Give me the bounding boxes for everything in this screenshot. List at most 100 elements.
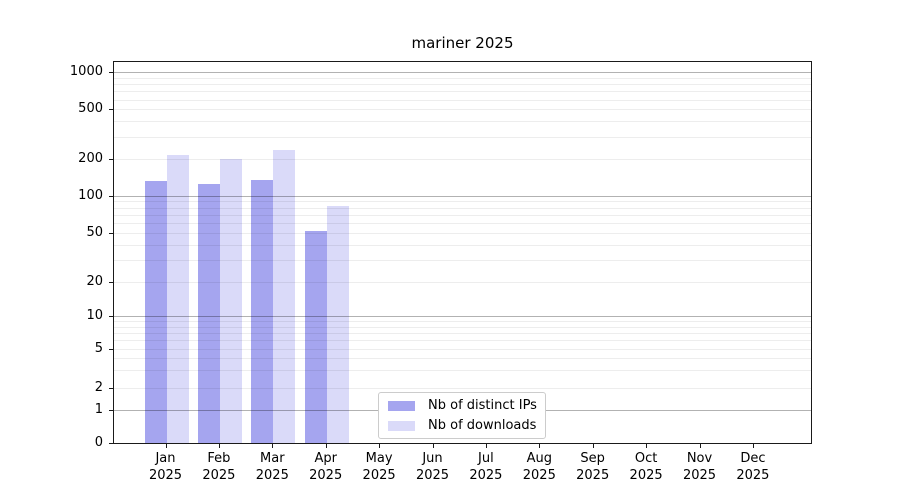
x-tick-mark — [646, 444, 648, 448]
x-tick-month: Nov — [686, 451, 713, 466]
y-tick-label: 500 — [78, 101, 103, 117]
y-tick-mark — [109, 409, 113, 411]
legend-entry-distinct-ips: Nb of distinct IPs — [379, 397, 545, 414]
bar-downloads-jan — [166, 155, 189, 443]
minor-gridline — [114, 387, 811, 389]
x-tick-label-dec: Dec 2025 — [721, 450, 785, 484]
x-tick-month: Oct — [634, 451, 658, 466]
bar-distinct-ips-apr — [304, 230, 327, 443]
y-tick-mark — [109, 387, 113, 389]
minor-gridline — [114, 232, 811, 234]
x-tick-mark — [432, 444, 434, 448]
x-tick-label-mar: Mar 2025 — [240, 450, 304, 484]
legend: Nb of distinct IPs Nb of downloads — [378, 392, 546, 439]
minor-gridline — [114, 326, 811, 328]
x-tick-label-jan: Jan 2025 — [134, 450, 198, 484]
y-tick-mark — [109, 195, 113, 197]
minor-gridline — [114, 109, 811, 111]
minor-gridline — [114, 332, 811, 334]
y-tick-label: 1000 — [69, 64, 103, 80]
minor-gridline — [114, 282, 811, 283]
x-tick-year: 2025 — [255, 468, 289, 483]
x-tick-year: 2025 — [522, 468, 556, 483]
minor-gridline — [114, 99, 811, 101]
x-tick-year: 2025 — [202, 468, 236, 483]
legend-swatch-icon — [388, 400, 415, 411]
bar-downloads-apr — [326, 205, 349, 443]
minor-gridline — [114, 91, 811, 93]
y-tick-label: 50 — [86, 224, 103, 240]
minor-gridline — [114, 222, 811, 224]
bar-downloads-mar — [273, 150, 296, 443]
legend-entry-downloads: Nb of downloads — [379, 417, 545, 434]
x-tick-mark — [592, 444, 594, 448]
bar-distinct-ips-jan — [144, 180, 167, 443]
x-tick-label-feb: Feb 2025 — [187, 450, 251, 484]
y-tick-label: 20 — [86, 274, 103, 289]
x-tick-label-jul: Jul 2025 — [454, 450, 518, 484]
x-tick-label-may: May 2025 — [347, 450, 411, 484]
y-tick-mark — [109, 72, 113, 74]
x-tick-year: 2025 — [682, 468, 717, 483]
x-tick-year: 2025 — [148, 468, 183, 483]
minor-gridline — [114, 121, 811, 123]
bar-distinct-ips-mar — [251, 180, 274, 443]
minor-gridline — [114, 84, 811, 86]
x-tick-month: Dec — [740, 451, 766, 466]
major-gridline — [114, 72, 811, 74]
y-tick-mark — [109, 316, 113, 317]
plot-area — [113, 61, 812, 444]
y-tick-label: 5 — [94, 341, 103, 356]
x-tick-month: Jul — [478, 451, 494, 466]
legend-label: Nb of downloads — [428, 418, 537, 433]
y-tick-label: 1 — [94, 401, 103, 417]
y-tick-mark — [109, 443, 113, 444]
legend-label: Nb of distinct IPs — [428, 398, 537, 413]
major-gridline — [114, 195, 811, 197]
y-tick-mark — [109, 109, 113, 111]
x-tick-label-apr: Apr 2025 — [294, 450, 358, 484]
x-tick-month: Sep — [580, 451, 605, 466]
major-gridline — [114, 316, 811, 317]
x-tick-label-nov: Nov 2025 — [668, 450, 732, 484]
minor-gridline — [114, 214, 811, 216]
x-tick-month: Mar — [260, 451, 285, 466]
x-tick-month: Jun — [422, 451, 443, 466]
x-tick-mark — [379, 444, 381, 448]
y-tick-mark — [109, 158, 113, 160]
x-tick-year: 2025 — [309, 468, 343, 483]
x-tick-mark — [485, 444, 487, 448]
x-tick-mark — [218, 444, 220, 448]
minor-gridline — [114, 136, 811, 138]
minor-gridline — [114, 349, 811, 350]
x-tick-year: 2025 — [362, 468, 396, 483]
chart-title: mariner 2025 — [411, 34, 514, 52]
y-tick-label: 10 — [86, 308, 103, 323]
x-tick-mark — [752, 444, 754, 448]
x-tick-label-sep: Sep 2025 — [561, 450, 625, 484]
bar-distinct-ips-feb — [197, 184, 220, 443]
x-tick-year: 2025 — [576, 468, 610, 483]
x-tick-month: Feb — [207, 451, 231, 466]
minor-gridline — [114, 201, 811, 203]
minor-gridline — [114, 370, 811, 372]
x-tick-month: Apr — [314, 451, 337, 466]
x-tick-label-oct: Oct 2025 — [614, 450, 678, 484]
y-tick-mark — [109, 232, 113, 234]
x-tick-year: 2025 — [629, 468, 663, 483]
y-tick-mark — [109, 349, 113, 350]
x-tick-label-jun: Jun 2025 — [401, 450, 465, 484]
y-tick-label: 0 — [94, 435, 103, 450]
y-tick-label: 100 — [78, 187, 103, 203]
x-tick-month: Jan — [155, 451, 176, 466]
y-tick-label: 2 — [94, 379, 103, 395]
x-tick-month: Aug — [526, 451, 552, 466]
x-tick-mark — [325, 444, 327, 448]
minor-gridline — [114, 207, 811, 209]
legend-swatch-icon — [388, 420, 415, 431]
minor-gridline — [114, 158, 811, 160]
y-tick-mark — [109, 282, 113, 283]
x-tick-year: 2025 — [469, 468, 503, 483]
bar-downloads-feb — [219, 158, 242, 443]
